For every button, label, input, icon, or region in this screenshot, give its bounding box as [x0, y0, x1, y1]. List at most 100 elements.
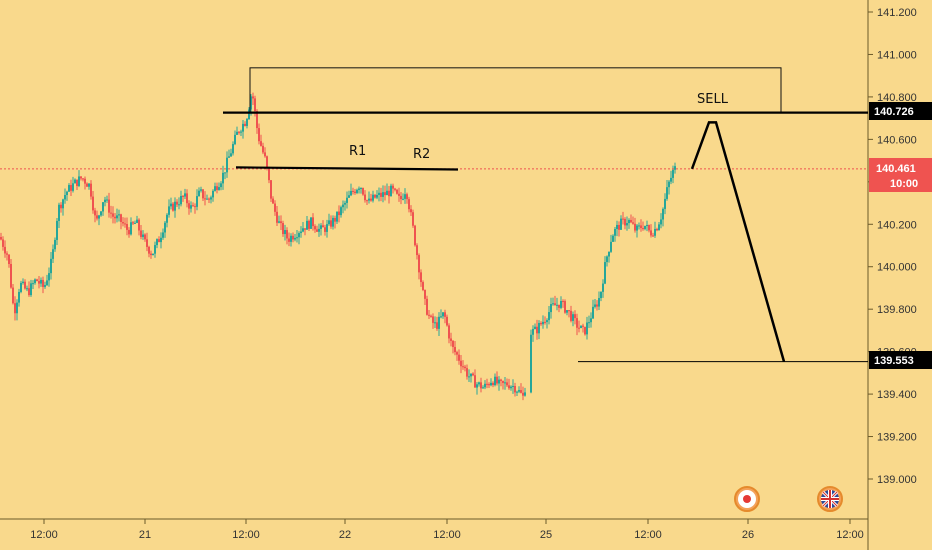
y-tick-label: 140.800: [877, 92, 917, 104]
candle-body: [548, 312, 550, 321]
candle-body: [636, 225, 638, 231]
candle-body: [326, 224, 328, 232]
candle-body: [254, 98, 256, 112]
candle-body: [382, 192, 384, 197]
candle-body: [154, 245, 156, 254]
candle-body: [330, 220, 332, 227]
candle-body: [358, 188, 360, 190]
candle-body: [532, 328, 534, 335]
x-tick-label: 12:00: [634, 529, 662, 541]
candle-body: [440, 316, 442, 318]
candle-body: [262, 145, 264, 153]
uk-flag-icon[interactable]: [817, 486, 843, 512]
candle-body: [622, 218, 624, 220]
candle-body: [420, 272, 422, 283]
candle-body: [288, 238, 290, 242]
y-tick-label: 140.000: [877, 262, 917, 274]
candle-body: [158, 239, 160, 243]
candle-body: [418, 255, 420, 273]
y-tick-label: 139.800: [877, 304, 917, 316]
candle-body: [54, 239, 56, 250]
candle-body: [658, 224, 660, 231]
candle-body: [56, 220, 58, 240]
candle-body: [476, 384, 478, 388]
candle-body: [486, 383, 488, 385]
candle-body: [452, 340, 454, 347]
candle-body: [130, 222, 132, 235]
candle-body: [68, 185, 70, 192]
candle-body: [604, 262, 606, 284]
japan-flag-icon[interactable]: [734, 486, 760, 512]
candle-body: [214, 186, 216, 191]
candle-body: [584, 326, 586, 335]
candle-body: [484, 383, 486, 388]
candle-body: [340, 207, 342, 216]
candle-body: [556, 304, 558, 306]
candle-body: [436, 322, 438, 329]
candle-body: [258, 128, 260, 142]
candle-body: [144, 234, 146, 240]
candle-body: [536, 326, 538, 334]
candle-body: [580, 325, 582, 328]
candle-body: [224, 172, 226, 174]
candle-body: [410, 209, 412, 213]
candle-body: [116, 215, 118, 219]
candle-body: [62, 199, 64, 209]
candle-body: [426, 298, 428, 315]
candle-body: [634, 223, 636, 231]
x-tick-label: 26: [742, 529, 754, 541]
candle-body: [232, 144, 234, 154]
candle-body: [100, 211, 102, 216]
candle-body: [366, 200, 368, 202]
y-tick-label: 141.000: [877, 49, 917, 61]
r1-r2-resistance-line[interactable]: [235, 166, 459, 171]
candle-body: [362, 188, 364, 195]
candle-body: [392, 185, 394, 189]
candle-body: [230, 153, 232, 157]
candle-body: [432, 316, 434, 323]
candle-body: [480, 382, 482, 389]
candle-body: [576, 318, 578, 328]
candle-body: [434, 322, 436, 324]
price-badge-140726: 140.726: [869, 102, 932, 120]
candle-body: [40, 279, 42, 284]
candle-body: [34, 279, 36, 284]
candle-body: [422, 282, 424, 290]
candle-body: [502, 380, 504, 383]
candle-body: [112, 213, 114, 217]
candle-body: [564, 301, 566, 313]
candle-body: [0, 237, 2, 240]
candle-body: [296, 237, 298, 239]
candle-body: [454, 346, 456, 353]
candle-body: [198, 190, 200, 197]
candle-body: [404, 194, 406, 199]
candle-body: [324, 227, 326, 232]
candle-body: [194, 206, 196, 208]
candle-body: [10, 263, 12, 288]
annotation-sell: SELL: [697, 92, 729, 107]
candle-body: [412, 212, 414, 226]
candle-body: [84, 178, 86, 184]
candle-body: [478, 382, 480, 385]
candle-body: [488, 384, 490, 386]
candle-body: [210, 197, 212, 200]
candle-body: [16, 302, 18, 314]
candle-body: [218, 187, 220, 190]
candle-body: [190, 205, 192, 209]
candle-body: [578, 327, 580, 329]
candle-body: [398, 193, 400, 196]
candle-body: [228, 156, 230, 158]
candle-body: [360, 188, 362, 190]
candle-body: [106, 199, 108, 201]
candle-body: [118, 214, 120, 216]
candle-body: [378, 192, 380, 195]
candle-body: [174, 201, 176, 211]
candle-body: [304, 228, 306, 230]
candle-body: [178, 204, 180, 206]
sell-projection-path[interactable]: [690, 121, 786, 362]
candle-body: [36, 279, 38, 282]
candle-body: [472, 373, 474, 376]
candle-body: [200, 189, 202, 191]
